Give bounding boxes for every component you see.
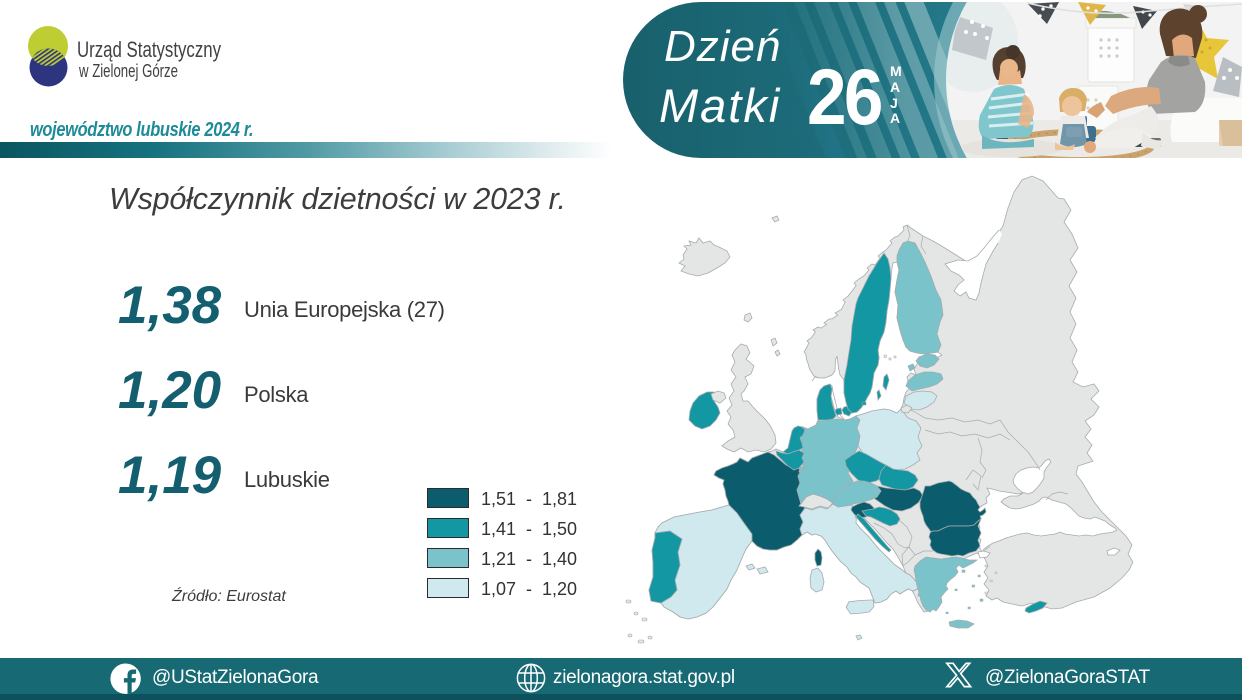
svg-text:w Zielonej Górze: w Zielonej Górze [78, 60, 178, 81]
svg-text:Urząd Statystyczny: Urząd Statystyczny [77, 37, 221, 62]
